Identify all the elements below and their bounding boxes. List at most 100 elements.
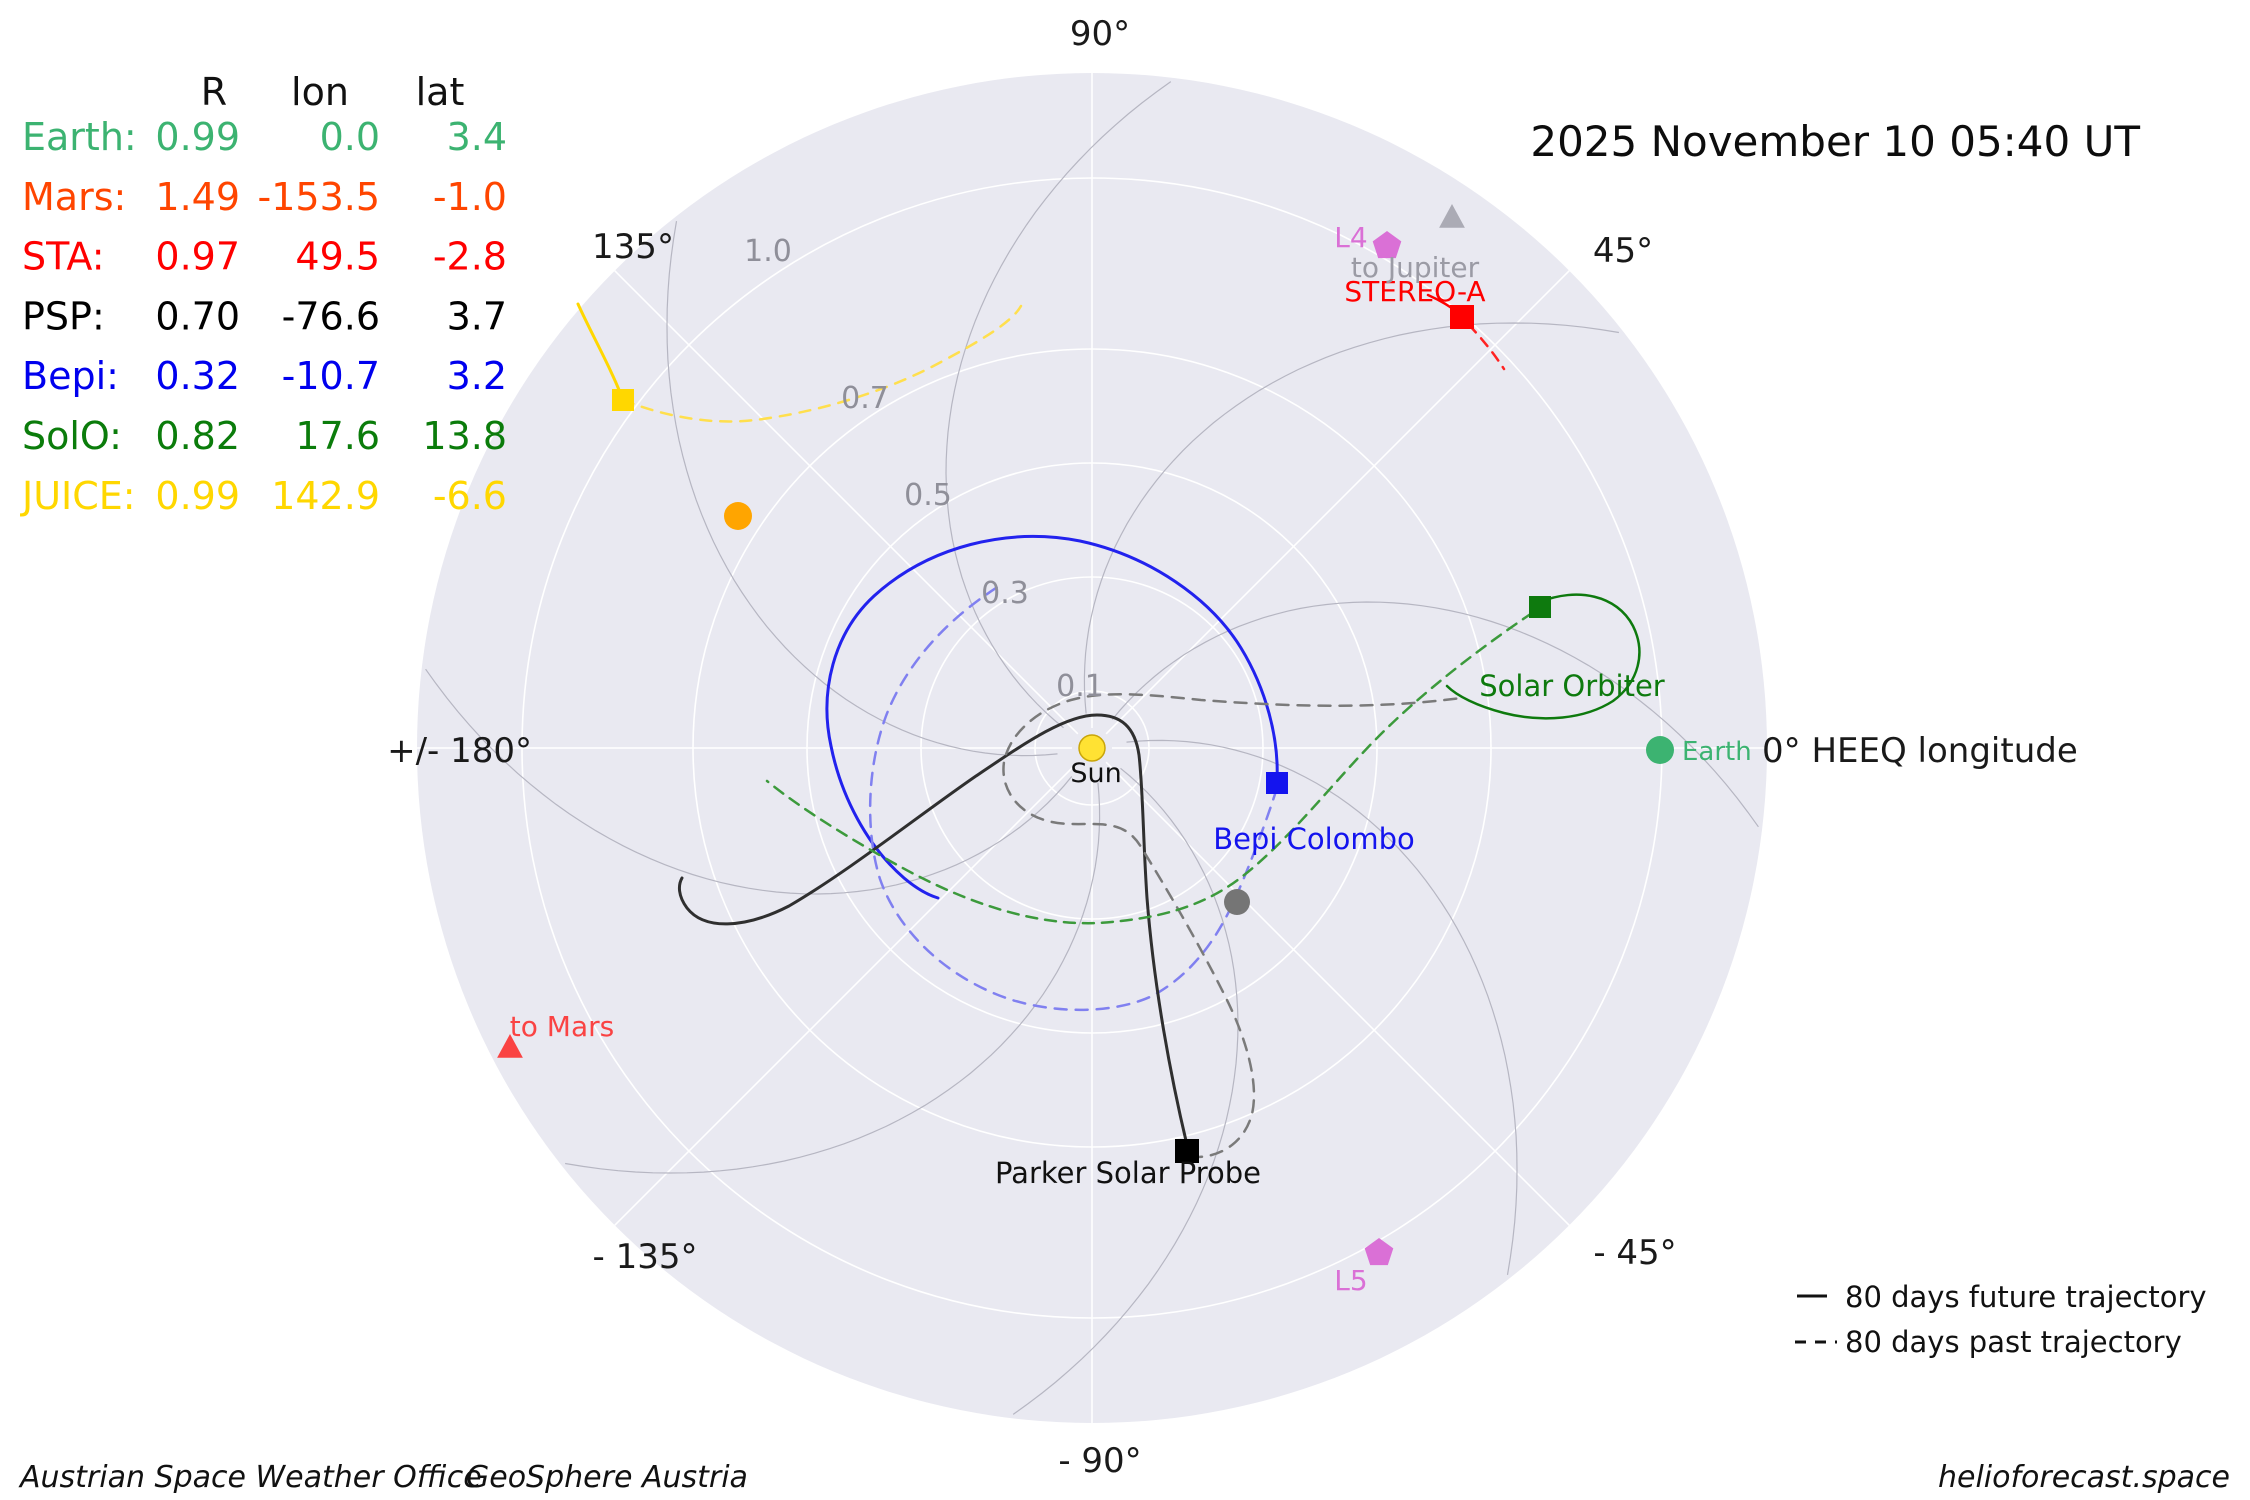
trajectory-solo-future (1445, 593, 1641, 720)
angle-tick-labels: 90° 45° 135° +/- 180° - 135° - 90° - 45° 0° HEE… (387, 14, 2078, 1481)
plot-title-datetime: 2025 November 10 05:40 UT (1530, 117, 2140, 166)
angle-label-5: - 90° (1058, 1441, 1141, 1481)
table-row-lat: -2.8 (433, 235, 507, 279)
table-row-R: 0.97 (155, 235, 240, 279)
angle-label-6: - 45° (1593, 1233, 1676, 1273)
label-l4: L4 (1334, 221, 1367, 254)
label-sun: Sun (1070, 758, 1121, 789)
table-row-name: PSP: (22, 294, 105, 338)
marker-venus-icon (724, 502, 752, 530)
marker-mercury-icon (1224, 889, 1250, 915)
grid-spoke-315 (1105, 761, 1570, 1226)
marker-stereo-a-icon (1450, 305, 1474, 329)
trajectory-juice-past (621, 304, 1023, 423)
table-row-lon: -76.6 (282, 294, 380, 338)
table-row-lon: -10.7 (282, 354, 380, 398)
marker-solar-orbiter-icon (1529, 596, 1551, 618)
grid-ring-0.1 (1034, 690, 1150, 806)
table-row-name: Earth: (22, 115, 137, 159)
legend-future-label: 80 days future trajectory (1845, 1280, 2207, 1314)
table-row-R: 0.99 (155, 474, 240, 518)
angle-label-2: 135° (592, 227, 674, 267)
label-l5: L5 (1334, 1264, 1367, 1297)
parker-spiral-line (945, 81, 1172, 729)
footer-geosphere: GeoSphere Austria (466, 1460, 748, 1495)
footer: Austrian Space Weather Office GeoSphere … (18, 1460, 2230, 1495)
table-row-lon: 49.5 (295, 235, 380, 279)
grid-spoke-135 (614, 270, 1079, 735)
radial-label-1.0: 1.0 (744, 234, 792, 269)
parker-spiral-line (1111, 601, 1759, 828)
table-row-lat: 3.2 (447, 354, 507, 398)
table-row-name: Bepi: (22, 354, 119, 398)
marker-juice-icon (612, 389, 634, 411)
legend-past-label: 80 days past trajectory (1845, 1325, 2182, 1359)
label-solar-orbiter: Solar Orbiter (1479, 669, 1665, 703)
body-labels: Sun Earth STEREO-A Parker Solar Probe Bepi C… (510, 221, 1752, 1297)
footer-office: Austrian Space Weather Office (18, 1460, 482, 1495)
table-header-r: R (201, 70, 227, 114)
table-row-name: Mars: (22, 175, 126, 219)
parker-spiral-line (666, 221, 1058, 757)
marker-to-mars-icon (497, 1034, 523, 1058)
table-row-R: 0.32 (155, 354, 240, 398)
marker-parker-solar-probe-icon (1175, 1139, 1199, 1163)
trajectory-bepi-past (868, 581, 1279, 1012)
label-earth: Earth (1682, 737, 1752, 767)
table-row-lat: -6.6 (433, 474, 507, 518)
parker-spiral-line (1012, 767, 1239, 1415)
table-row-lon: 17.6 (295, 414, 380, 458)
marker-to-jupiter-icon (1439, 204, 1465, 228)
angle-label-1: 45° (1593, 231, 1653, 271)
angle-label-0: 90° (1070, 14, 1130, 54)
table-row-lon: 0.0 (320, 115, 380, 159)
angle-label-3: +/- 180° (387, 731, 532, 771)
table-row-R: 0.82 (155, 414, 240, 458)
marker-l5-icon (1364, 1238, 1394, 1266)
legend: 80 days future trajectory 80 days past t… (1795, 1280, 2207, 1359)
parker-spiral-line (1126, 739, 1518, 1275)
table-row-R: 0.70 (155, 294, 240, 338)
table-header-lon: lon (291, 70, 349, 114)
radial-label-0.5: 0.5 (904, 478, 952, 513)
parker-spiral-line (565, 782, 1101, 1174)
table-row-name: JUICE: (20, 474, 136, 518)
radial-label-0.1: 0.1 (1056, 669, 1104, 704)
marker-earth-icon (1646, 736, 1674, 764)
radial-label-0.7: 0.7 (841, 381, 889, 416)
angle-label-7: 0° HEEQ longitude (1762, 731, 2078, 771)
label-to-mars: to Mars (510, 1010, 614, 1043)
grid-ring-0.7 (692, 348, 1492, 1148)
table-row-lat: -1.0 (433, 175, 507, 219)
table-row-name: SolO: (22, 414, 122, 458)
table-row-lat: 3.4 (447, 115, 507, 159)
grid-spoke-45 (1105, 270, 1570, 735)
table-header-lat: lat (416, 70, 465, 114)
body-markers (497, 204, 1674, 1266)
marker-l4-icon (1372, 231, 1402, 259)
table-row-name: STA: (22, 235, 105, 279)
label-bepi-colombo: Bepi Colombo (1213, 822, 1415, 856)
marker-bepi-colombo-icon (1266, 772, 1288, 794)
grid-spoke-225 (614, 761, 1079, 1226)
radial-label-0.3: 0.3 (981, 576, 1029, 611)
table-row-R: 1.49 (155, 175, 240, 219)
marker-sun-icon (1078, 734, 1106, 762)
label-stereo-a: STEREO-A (1344, 275, 1485, 308)
trajectory-psp-past (1002, 692, 1463, 1159)
trajectory-psp-future (677, 713, 1189, 1147)
label-parker-solar-probe: Parker Solar Probe (995, 1156, 1261, 1190)
angle-label-4: - 135° (593, 1237, 698, 1277)
grid-ring-0.5 (806, 462, 1378, 1034)
trajectory-solo-past (765, 611, 1534, 925)
footer-website: helioforecast.space (1938, 1460, 2230, 1495)
table-row-lon: 142.9 (271, 474, 380, 518)
parker-spiral-line (425, 668, 1073, 895)
table-row-lon: -153.5 (258, 175, 381, 219)
radial-tick-labels: 0.1 0.3 0.5 0.7 1.0 (744, 234, 1104, 704)
table-row-R: 0.99 (155, 115, 240, 159)
table-row-lat: 3.7 (447, 294, 507, 338)
